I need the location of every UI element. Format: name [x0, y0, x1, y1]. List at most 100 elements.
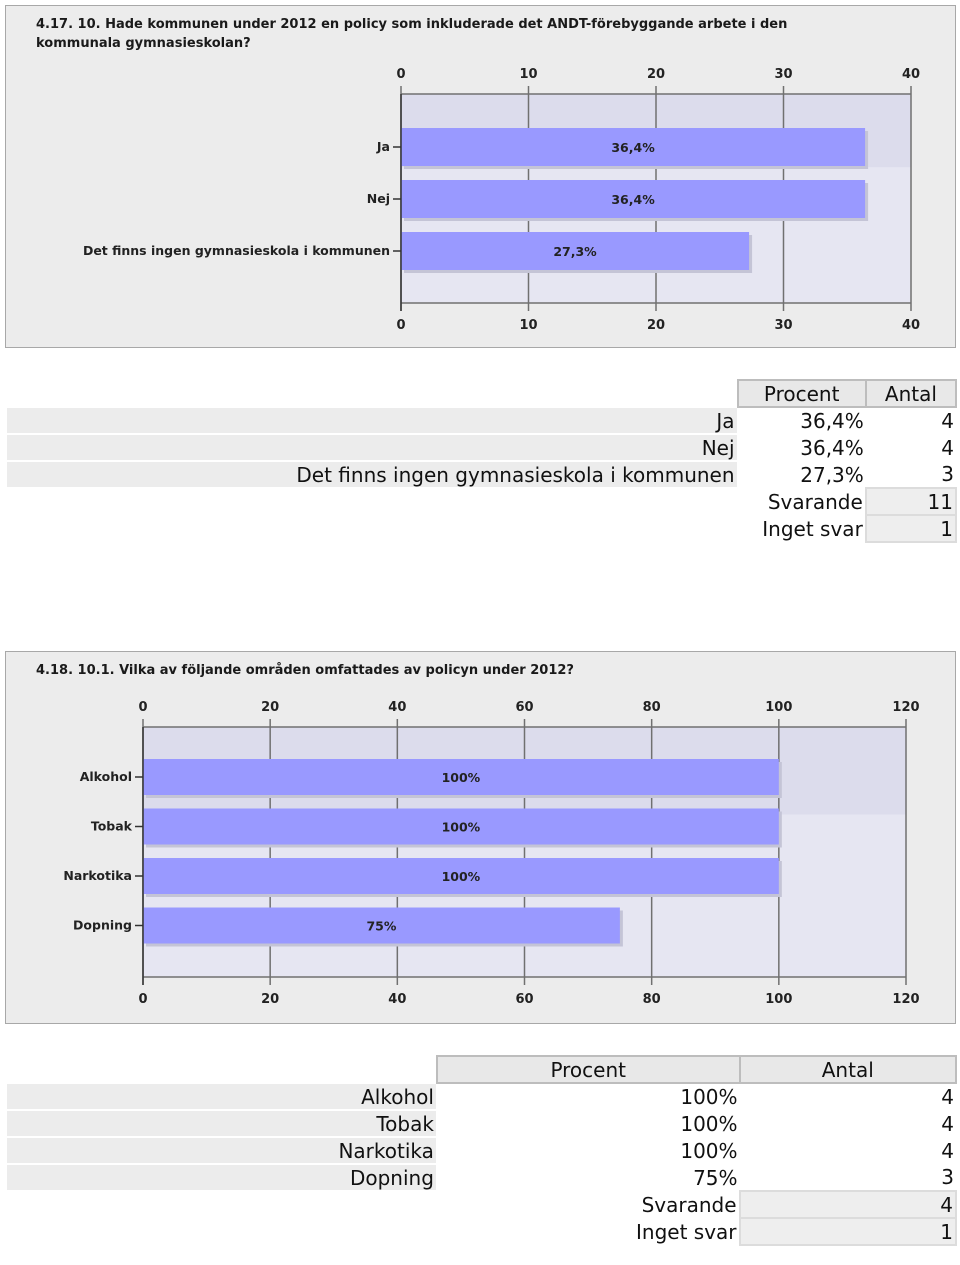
svarande-value: 4: [738, 1190, 958, 1219]
row-procent: 100%: [436, 1137, 740, 1164]
table-header-row: Procent Antal: [6, 379, 958, 408]
data-label: 100%: [442, 820, 481, 835]
row-antal: 4: [739, 1137, 956, 1164]
x-tick-label-top: 80: [643, 700, 661, 715]
x-tick-label-top: 10: [519, 67, 537, 82]
table-row: Narkotika 100% 4: [5, 1136, 956, 1165]
row-procent: 36,4%: [737, 407, 866, 434]
category-label: Narkotika: [63, 868, 132, 883]
row-antal: 4: [739, 1110, 956, 1137]
inget-svar-label: Inget svar: [737, 515, 866, 542]
data-label: 36,4%: [611, 140, 655, 155]
table-row: Tobak 100% 4: [5, 1109, 956, 1138]
bar-chart-2: 0 0 20 20 40 40 60 60 80 80 100 100 120 120 Alkohol 100…: [63, 700, 919, 1007]
x-tick-label-bottom: 60: [515, 992, 533, 1007]
svarande-label: Svarande: [737, 488, 866, 515]
x-tick-label-bottom: 100: [765, 992, 792, 1007]
category-label: Ja: [376, 139, 390, 154]
x-tick-label-bottom: 40: [902, 318, 920, 333]
row-antal: 3: [739, 1164, 956, 1191]
chart-title-2-line1: 4.18. 10.1. Vilka av följande områden om…: [36, 663, 574, 678]
x-tick-label-top: 120: [892, 700, 919, 715]
x-tick-label-bottom: 80: [643, 992, 661, 1007]
blank-cell: [6, 488, 738, 515]
x-tick-label-bottom: 10: [519, 318, 537, 333]
row-label: Narkotika: [5, 1136, 438, 1165]
blank-cell: [6, 515, 738, 542]
bar-chart-1: 0 0 10 10 20 20 30 30 40 40 Ja 36,4% Nej 36,4% Det fin…: [83, 67, 920, 333]
row-label: Dopning: [5, 1163, 438, 1192]
x-tick-label-bottom: 0: [396, 318, 405, 333]
bar: [143, 759, 779, 795]
chart-title-1: 4.17. 10. Hade kommunen under 2012 en po…: [36, 15, 787, 53]
bar: [401, 180, 866, 218]
category-label: Alkohol: [80, 769, 132, 784]
svarande-row: Svarande 4: [6, 1190, 958, 1219]
row-antal: 3: [865, 461, 956, 488]
inget-svar-row: Inget svar 1: [6, 514, 958, 543]
row-antal: 4: [739, 1083, 956, 1110]
x-tick-label-top: 0: [138, 700, 147, 715]
x-tick-label-top: 20: [647, 67, 665, 82]
row-label: Ja: [5, 406, 739, 435]
data-label: 100%: [442, 869, 481, 884]
row-procent: 75%: [436, 1164, 740, 1191]
chart-title-1-line1: 4.17. 10. Hade kommunen under 2012 en po…: [36, 17, 788, 32]
x-tick-label-bottom: 30: [774, 318, 792, 333]
row-procent: 27,3%: [737, 461, 866, 488]
table-row: Det finns ingen gymnasieskola i kommunen…: [5, 460, 956, 489]
table-row: Dopning 75% 3: [5, 1163, 956, 1192]
column-header-procent: Procent: [736, 379, 867, 408]
table-header-blank: [6, 1056, 437, 1083]
x-tick-label-top: 40: [388, 700, 406, 715]
inget-svar-value: 1: [864, 514, 958, 543]
x-tick-label-top: 100: [765, 700, 792, 715]
x-tick-label-bottom: 0: [138, 992, 147, 1007]
svarande-label: Svarande: [436, 1191, 740, 1218]
category-label: Tobak: [91, 819, 133, 834]
table-row: Ja 36,4% 4: [5, 406, 956, 435]
blank-cell: [6, 1191, 437, 1218]
svarande-value: 11: [864, 487, 958, 516]
chart-panel-2: 4.18. 10.1. Vilka av följande områden om…: [5, 651, 956, 1024]
chart-title-1-line2: kommunala gymnasieskolan?: [36, 36, 251, 51]
x-tick-label-bottom: 20: [647, 318, 665, 333]
results-table-2: Procent Antal Alkohol 100% 4 Tobak 100% …: [5, 1055, 958, 1246]
bar: [143, 907, 620, 944]
svarande-row: Svarande 11: [6, 487, 958, 516]
row-label: Det finns ingen gymnasieskola i kommunen: [5, 460, 739, 489]
x-tick-label-top: 30: [774, 67, 792, 82]
table-row: Alkohol 100% 4: [5, 1082, 956, 1111]
row-antal: 4: [865, 434, 956, 461]
data-label: 75%: [366, 919, 396, 934]
column-header-procent: Procent: [435, 1055, 741, 1084]
chart-panel-1: 4.17. 10. Hade kommunen under 2012 en po…: [5, 5, 956, 348]
category-label: Det finns ingen gymnasieskola i kommunen: [83, 243, 390, 258]
x-tick-label-top: 60: [515, 700, 533, 715]
inget-svar-label: Inget svar: [436, 1218, 740, 1245]
data-label: 36,4%: [611, 192, 655, 207]
column-header-antal: Antal: [864, 379, 958, 408]
row-label: Alkohol: [5, 1082, 438, 1111]
results-table-1: Procent Antal Ja 36,4% 4 Nej 36,4% 4 Det…: [5, 379, 958, 543]
inget-svar-row: Inget svar 1: [6, 1217, 958, 1246]
row-procent: 36,4%: [737, 434, 866, 461]
data-label: 100%: [442, 770, 481, 785]
x-tick-label-bottom: 40: [388, 992, 406, 1007]
bar: [401, 232, 750, 270]
column-header-antal: Antal: [738, 1055, 958, 1084]
x-tick-label-top: 40: [902, 67, 920, 82]
bar: [143, 858, 779, 894]
chart-title-2: 4.18. 10.1. Vilka av följande områden om…: [36, 661, 574, 680]
row-procent: 100%: [436, 1110, 740, 1137]
category-label: Nej: [367, 191, 390, 206]
category-label: Dopning: [73, 918, 132, 933]
x-tick-label-top: 20: [261, 700, 279, 715]
table-header-blank: [6, 380, 738, 407]
x-tick-label-top: 0: [396, 67, 405, 82]
x-tick-label-bottom: 20: [261, 992, 279, 1007]
row-antal: 4: [865, 407, 956, 434]
row-label: Tobak: [5, 1109, 438, 1138]
table-row: Nej 36,4% 4: [5, 433, 956, 462]
bar: [143, 808, 779, 845]
